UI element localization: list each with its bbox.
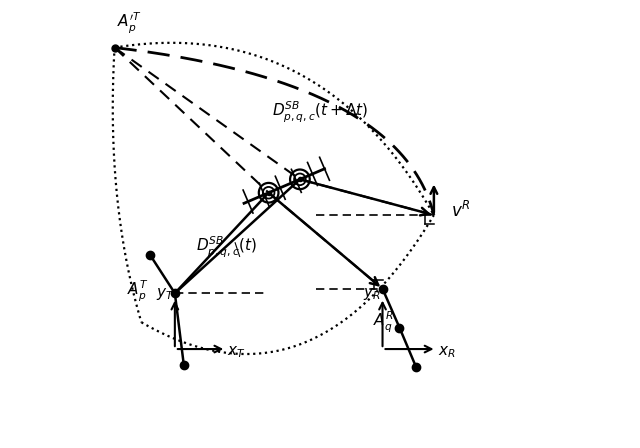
Text: $D^{SB}_{p,q,c}(t)$: $D^{SB}_{p,q,c}(t)$ <box>196 235 257 260</box>
Text: $A^{\prime T}_p$: $A^{\prime T}_p$ <box>116 11 141 36</box>
Text: $A^R_q$: $A^R_q$ <box>373 310 394 335</box>
Text: $y_R$: $y_R$ <box>363 286 381 302</box>
Text: $v^R$: $v^R$ <box>451 201 470 221</box>
Text: $y_T$: $y_T$ <box>156 286 174 302</box>
Text: $x_T$: $x_T$ <box>227 345 245 361</box>
Text: $x_R$: $x_R$ <box>438 345 456 361</box>
Text: $D^{SB}_{p,q,c}(t+\Delta t)$: $D^{SB}_{p,q,c}(t+\Delta t)$ <box>272 100 368 125</box>
Text: $A^T_p$: $A^T_p$ <box>127 279 149 304</box>
